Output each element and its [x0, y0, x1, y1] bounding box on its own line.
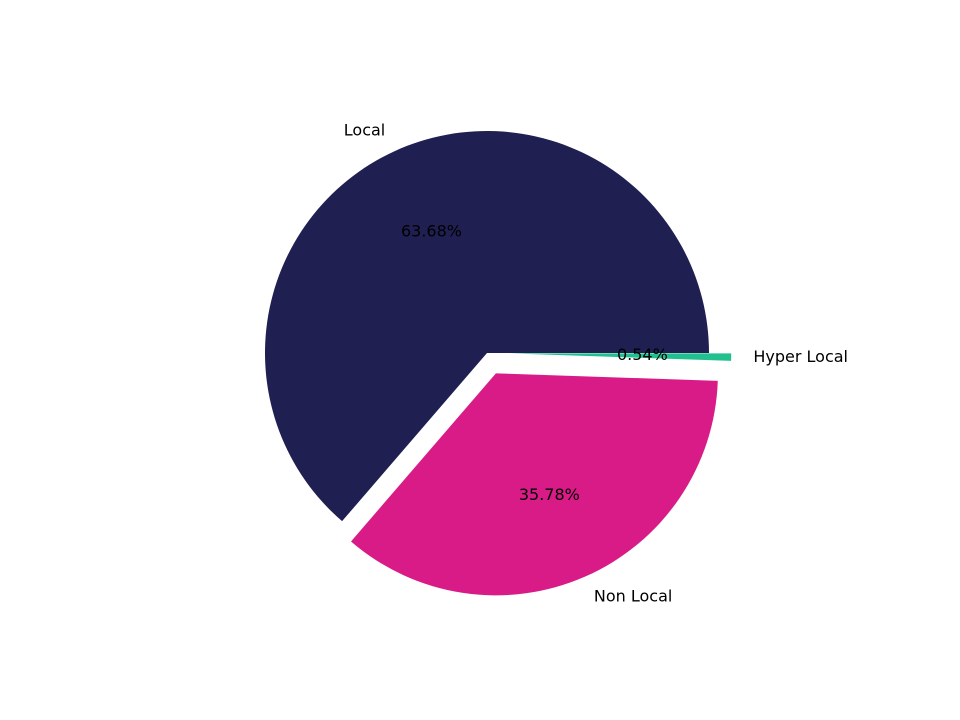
pie-slice	[350, 373, 718, 596]
pie-slice	[509, 353, 732, 361]
slice-label: Hyper Local	[753, 347, 848, 366]
percent-label: 35.78%	[519, 485, 580, 504]
slice-label: Local	[344, 121, 385, 140]
percent-label: 63.68%	[401, 221, 462, 240]
slice-label: Non Local	[594, 587, 672, 606]
percent-label: 0.54%	[617, 345, 668, 364]
pie-slice	[265, 131, 709, 522]
